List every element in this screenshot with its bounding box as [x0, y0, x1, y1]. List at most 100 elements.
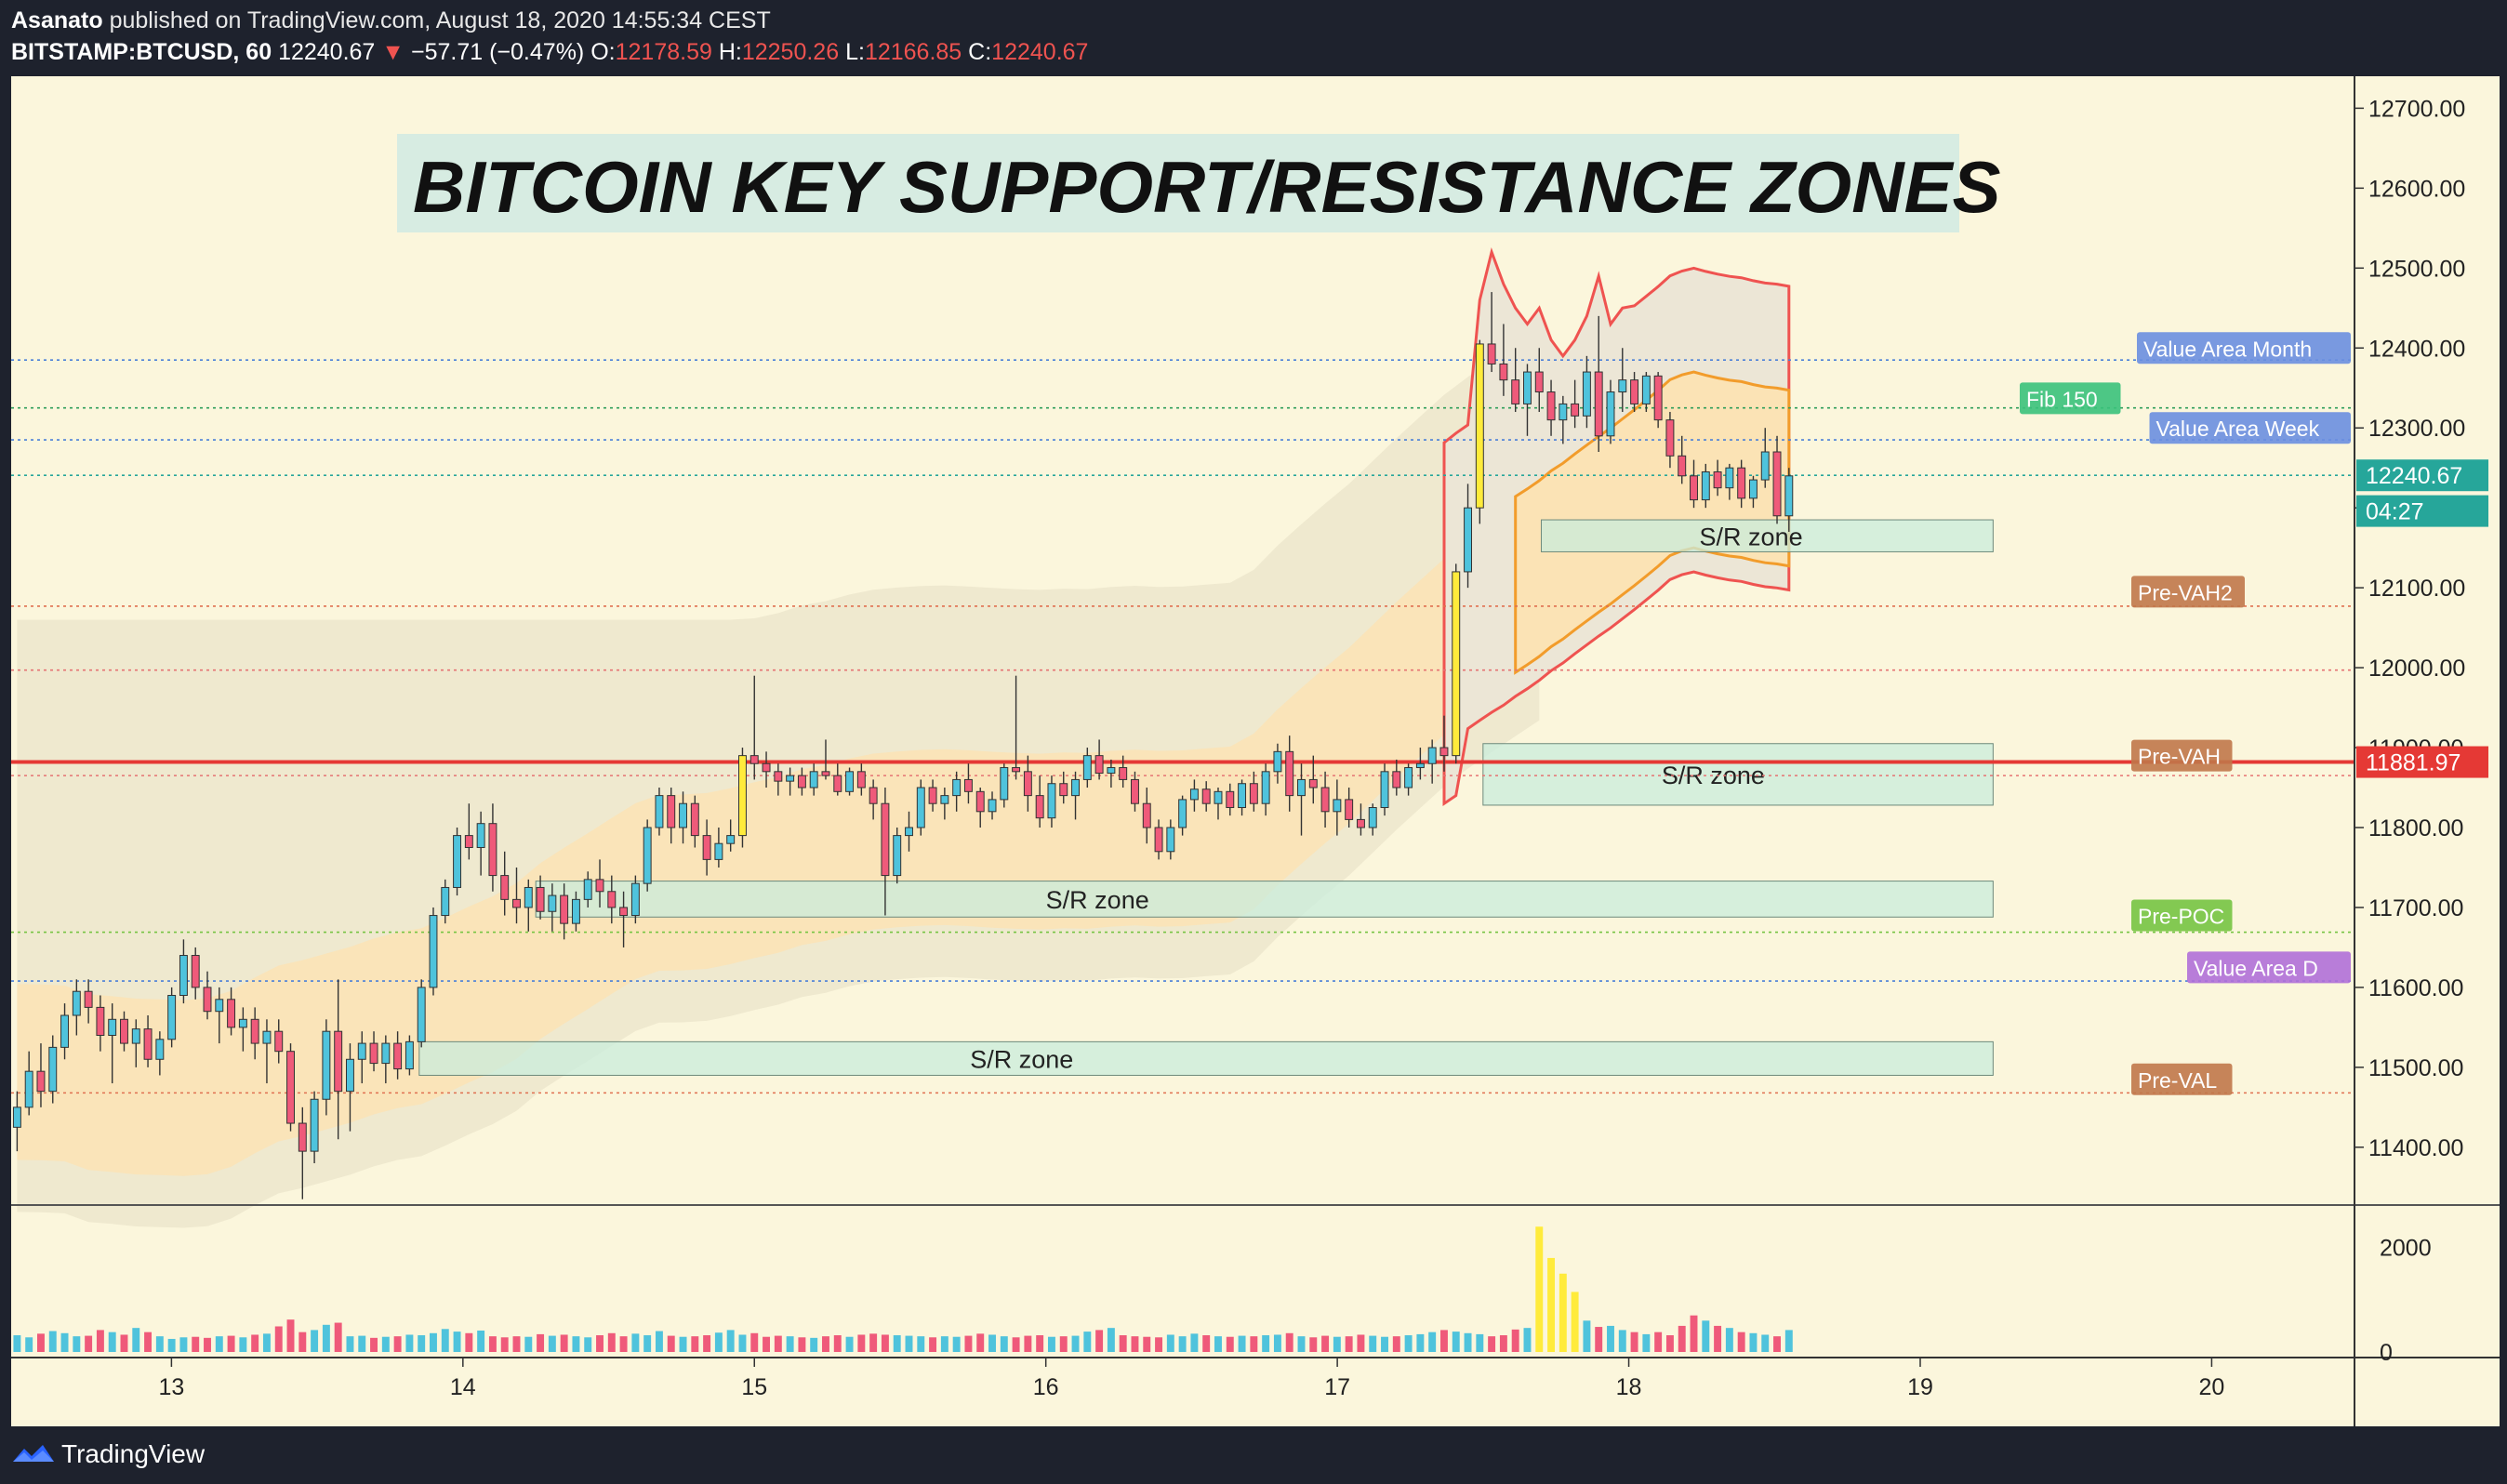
candle[interactable]: [1094, 739, 1104, 780]
candle[interactable]: [143, 1015, 153, 1067]
candle[interactable]: [1415, 748, 1425, 780]
candle[interactable]: [500, 851, 510, 916]
candle[interactable]: [453, 828, 462, 896]
candle[interactable]: [1273, 743, 1282, 784]
candle[interactable]: [1297, 763, 1306, 836]
candle[interactable]: [48, 1035, 58, 1104]
candle[interactable]: [988, 791, 997, 820]
candle[interactable]: [1772, 435, 1782, 524]
sr-zone[interactable]: [418, 1040, 1994, 1076]
chart-area[interactable]: S/R zone S/R zone S/R zone S/R zone 12700.0…: [11, 76, 2500, 1426]
candle[interactable]: [833, 763, 842, 796]
candle[interactable]: [1737, 459, 1746, 509]
candle[interactable]: [809, 763, 818, 796]
candle[interactable]: [1178, 795, 1187, 836]
candle[interactable]: [405, 1035, 414, 1076]
candle[interactable]: [1511, 348, 1520, 413]
candle[interactable]: [203, 971, 212, 1020]
candle[interactable]: [1582, 355, 1591, 429]
candle[interactable]: [488, 803, 497, 892]
candle[interactable]: [298, 1106, 307, 1199]
candle[interactable]: [1606, 379, 1615, 444]
candle[interactable]: [1308, 755, 1318, 804]
candle[interactable]: [131, 1019, 140, 1067]
candle[interactable]: [774, 763, 783, 796]
candle[interactable]: [726, 819, 736, 852]
candle[interactable]: [1189, 779, 1199, 812]
annotation-label[interactable]: Value Area Week: [2149, 412, 2352, 444]
candle[interactable]: [1000, 763, 1009, 808]
candle[interactable]: [1523, 364, 1532, 436]
candle[interactable]: [536, 875, 545, 920]
candle[interactable]: [1166, 819, 1175, 860]
candle[interactable]: [1404, 763, 1413, 796]
candle[interactable]: [393, 1031, 403, 1080]
candle[interactable]: [1748, 475, 1758, 509]
candle[interactable]: [357, 1031, 366, 1084]
candle[interactable]: [227, 987, 236, 1036]
annotation-label[interactable]: Value Area D: [2187, 951, 2351, 984]
candle[interactable]: [250, 1007, 259, 1060]
candle[interactable]: [1618, 348, 1627, 413]
candle[interactable]: [797, 767, 806, 796]
candle[interactable]: [1368, 803, 1377, 836]
annotation-label[interactable]: Fib 150: [2020, 382, 2121, 415]
candle[interactable]: [1012, 675, 1021, 780]
candle[interactable]: [1665, 412, 1675, 469]
candle[interactable]: [96, 995, 105, 1052]
candle[interactable]: [856, 763, 866, 796]
candle[interactable]: [1142, 788, 1151, 844]
candle[interactable]: [155, 1031, 165, 1076]
candle[interactable]: [1047, 775, 1056, 828]
candle[interactable]: [464, 803, 473, 860]
candle[interactable]: [60, 1003, 70, 1060]
candle[interactable]: [1226, 783, 1235, 816]
candle[interactable]: [1345, 788, 1354, 828]
candle[interactable]: [548, 883, 557, 932]
candle[interactable]: [1059, 771, 1068, 804]
candle[interactable]: [84, 979, 93, 1024]
annotation-label[interactable]: Pre-VAH: [2131, 739, 2233, 772]
candle[interactable]: [762, 751, 771, 788]
candle[interactable]: [1546, 379, 1556, 436]
candle[interactable]: [679, 791, 687, 844]
candle[interactable]: [1119, 755, 1128, 788]
candle[interactable]: [1238, 779, 1247, 816]
candle[interactable]: [1356, 803, 1365, 836]
candle[interactable]: [1464, 484, 1473, 589]
candle[interactable]: [1534, 348, 1544, 413]
candle[interactable]: [524, 879, 533, 932]
candle[interactable]: [1559, 395, 1568, 444]
candle[interactable]: [1427, 739, 1437, 784]
candle[interactable]: [643, 819, 652, 892]
candle[interactable]: [1760, 428, 1770, 488]
candle[interactable]: [441, 879, 450, 924]
candle[interactable]: [1630, 372, 1639, 413]
candle[interactable]: [607, 875, 617, 924]
candle[interactable]: [381, 1035, 391, 1084]
tradingview-logo-icon[interactable]: [11, 1441, 56, 1467]
candle[interactable]: [345, 1043, 354, 1132]
author-name[interactable]: Asanato: [11, 7, 103, 33]
candle[interactable]: [881, 788, 890, 916]
candle[interactable]: [1333, 779, 1342, 836]
candle[interactable]: [940, 788, 949, 820]
candle[interactable]: [1392, 759, 1401, 796]
candle[interactable]: [512, 867, 521, 924]
candle[interactable]: [310, 1091, 319, 1164]
candle[interactable]: [322, 1019, 331, 1116]
candle[interactable]: [36, 1043, 46, 1107]
candle[interactable]: [1678, 435, 1687, 484]
candle[interactable]: [928, 779, 937, 812]
candle[interactable]: [1154, 819, 1163, 860]
candle[interactable]: [429, 907, 438, 996]
candle[interactable]: [975, 788, 985, 828]
candle[interactable]: [738, 748, 747, 848]
annotation-label[interactable]: Value Area Month: [2137, 332, 2351, 364]
candle[interactable]: [417, 979, 426, 1048]
candle[interactable]: [1285, 735, 1294, 812]
candle[interactable]: [952, 771, 962, 812]
sr-zone[interactable]: [1482, 743, 1994, 806]
candle[interactable]: [108, 1003, 117, 1084]
candle[interactable]: [749, 675, 759, 780]
